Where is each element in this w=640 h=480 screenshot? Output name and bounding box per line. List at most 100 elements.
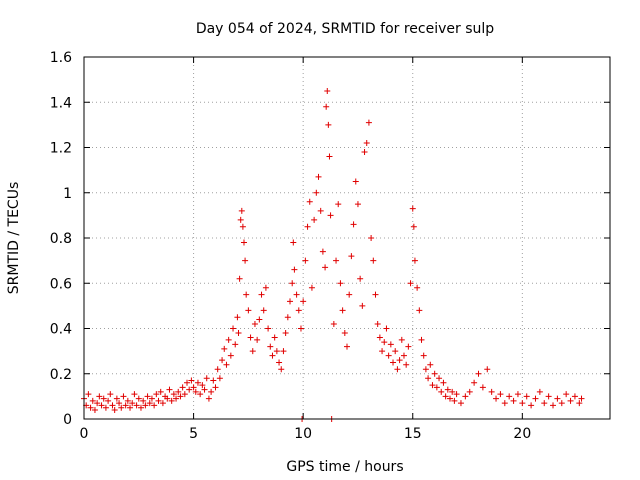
data-point <box>201 386 208 393</box>
data-point <box>124 397 131 404</box>
data-point <box>363 139 370 146</box>
data-point <box>447 395 454 402</box>
data-point <box>265 325 272 332</box>
data-point <box>212 384 219 391</box>
x-axis-label: GPS time / hours <box>286 459 403 475</box>
data-point <box>396 357 403 364</box>
data-point <box>153 391 160 398</box>
data-point <box>85 391 92 398</box>
data-point <box>254 336 261 343</box>
data-point <box>558 400 565 407</box>
y-tick-label: 1.6 <box>50 50 72 66</box>
axis-ticks: 0 5 10 15 20 0 0.2 0.4 0.6 0.8 1 1.2 1.4 1.6 <box>50 50 610 442</box>
data-point <box>203 375 210 382</box>
data-point <box>405 343 412 350</box>
data-point <box>416 307 423 314</box>
data-point <box>157 388 164 395</box>
data-point <box>177 393 184 400</box>
data-point <box>368 235 375 241</box>
x-tick-label: 5 <box>189 426 198 442</box>
data-point <box>247 334 254 341</box>
x-tick-label: 0 <box>80 426 89 442</box>
data-point <box>578 395 585 402</box>
data-point <box>113 395 120 402</box>
data-point <box>251 320 258 327</box>
data-point <box>370 257 377 264</box>
data-point <box>313 189 320 196</box>
data-point <box>267 343 274 350</box>
data-point <box>168 397 175 404</box>
data-point <box>237 216 244 223</box>
data-point <box>239 223 246 230</box>
data-point <box>528 402 535 409</box>
data-point <box>144 393 151 400</box>
data-point <box>442 393 449 400</box>
x-tick-label: 15 <box>404 426 422 442</box>
data-point <box>284 314 291 321</box>
data-point <box>300 298 307 305</box>
data-point <box>118 404 125 411</box>
data-point <box>475 370 482 377</box>
data-point <box>433 384 440 391</box>
data-point <box>290 239 297 246</box>
data-point <box>350 221 357 228</box>
data-point <box>493 395 500 402</box>
data-point <box>471 379 478 386</box>
x-tick-label: 20 <box>513 426 531 442</box>
data-point <box>440 379 447 386</box>
data-point <box>100 395 107 402</box>
data-point <box>306 198 313 205</box>
data-point <box>186 386 193 393</box>
data-point <box>330 320 337 327</box>
data-point <box>137 404 144 411</box>
y-tick-label: 1.4 <box>50 95 72 111</box>
data-point <box>273 348 280 355</box>
data-point <box>135 395 142 402</box>
data-point <box>392 348 399 355</box>
data-point <box>387 341 394 348</box>
data-point <box>308 284 315 291</box>
data-point <box>410 223 417 230</box>
data-point <box>550 402 557 409</box>
data-point <box>462 393 469 400</box>
data-point <box>506 393 513 400</box>
data-point <box>116 400 123 407</box>
data-point <box>142 402 149 409</box>
data-point <box>576 400 583 407</box>
data-point <box>541 400 548 407</box>
data-point <box>188 377 195 384</box>
data-point <box>337 280 344 287</box>
data-point <box>269 352 276 359</box>
data-point <box>208 388 215 395</box>
data-point <box>403 361 410 368</box>
data-point <box>431 370 438 377</box>
data-point <box>291 266 298 273</box>
data-point <box>339 307 346 314</box>
data-point <box>532 395 539 402</box>
y-tick-label: 0.6 <box>50 276 72 292</box>
data-point <box>394 366 401 373</box>
data-point <box>563 391 570 398</box>
data-point <box>256 316 263 323</box>
data-point <box>390 359 397 366</box>
plot-frame <box>83 56 611 420</box>
data-point <box>214 366 221 373</box>
data-point <box>199 382 206 389</box>
data-point <box>120 393 127 400</box>
data-point <box>466 388 473 395</box>
data-point <box>94 400 101 407</box>
data-point <box>567 397 574 404</box>
data-point <box>315 173 322 180</box>
data-point <box>240 239 247 246</box>
data-point <box>107 391 114 398</box>
data-point <box>425 375 432 382</box>
data-point <box>227 352 234 359</box>
data-point <box>304 223 311 230</box>
y-tick-label: 0.2 <box>50 367 72 383</box>
data-point <box>230 325 237 332</box>
data-point <box>514 391 521 398</box>
data-point <box>484 366 491 373</box>
data-point <box>194 379 201 386</box>
data-point <box>497 391 504 398</box>
data-point <box>173 395 180 402</box>
